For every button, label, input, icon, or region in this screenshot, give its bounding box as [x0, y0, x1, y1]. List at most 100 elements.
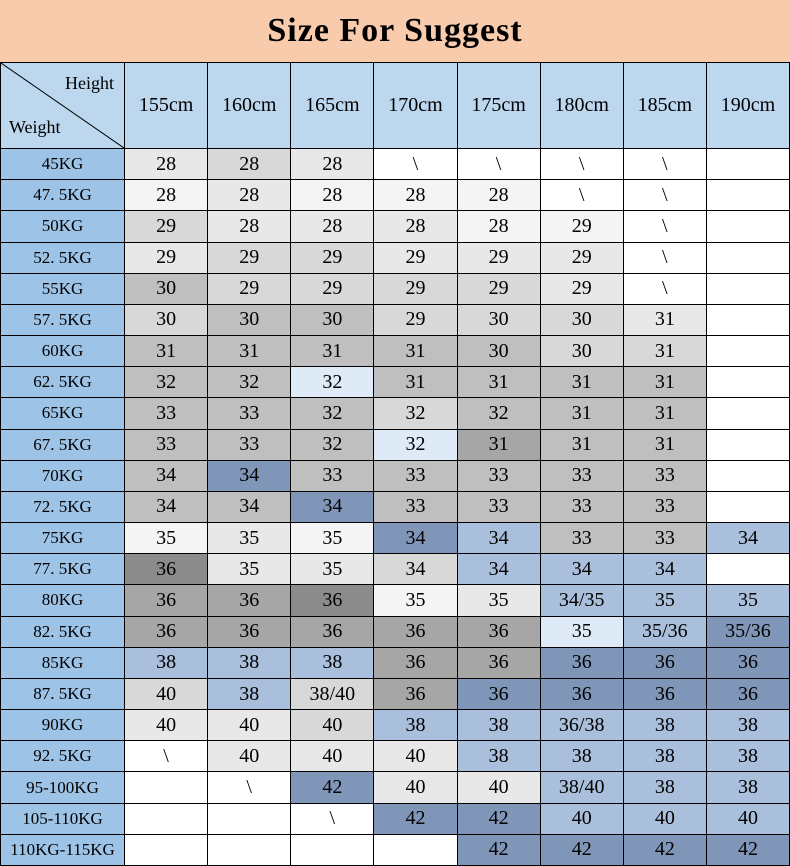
size-cell: 29	[456, 241, 541, 274]
size-cell: 34	[207, 490, 292, 524]
size-cell: 35	[622, 584, 707, 617]
size-cell: \	[622, 210, 707, 243]
size-cell: \	[622, 179, 707, 212]
size-cell: 34/35	[539, 584, 624, 617]
size-cell: 33	[456, 490, 541, 524]
weight-row-label: 110KG-115KG	[0, 833, 125, 866]
size-cell: 40	[456, 771, 541, 804]
size-table: Height Weight 155cm 160cm 165cm 170cm 175cm 1…	[0, 62, 790, 866]
table-row: 75KG 35 35 35 34 34 33 33 34	[0, 522, 790, 555]
weight-row-label: 57. 5KG	[0, 303, 125, 337]
size-cell: 29	[456, 272, 541, 305]
size-cell: 36	[622, 677, 707, 711]
size-cell	[123, 833, 209, 866]
table-row: 47. 5KG 28 28 28 28 28 \ \	[0, 179, 790, 212]
size-cell: 31	[622, 397, 707, 430]
size-cell: 29	[373, 303, 458, 337]
table-row: 77. 5KG 36 35 35 34 34 34 34	[0, 553, 790, 586]
size-cell: 35	[373, 584, 458, 617]
size-cell: 35	[539, 615, 624, 648]
size-cell: 38	[373, 709, 458, 742]
size-cell: 28	[456, 179, 541, 212]
header-row: Height Weight 155cm 160cm 165cm 170cm 175cm 1…	[0, 62, 790, 149]
size-cell	[705, 459, 790, 492]
size-cell: 33	[373, 459, 458, 492]
size-cell: 28	[290, 210, 375, 243]
size-cell: 31	[622, 428, 707, 461]
size-cell: 29	[373, 241, 458, 274]
size-cell: 36	[373, 646, 458, 679]
size-cell	[290, 833, 375, 866]
weight-row-label: 75KG	[0, 522, 125, 555]
size-cell: 35/36	[705, 615, 790, 648]
table-row: 52. 5KG 29 29 29 29 29 29 \	[0, 241, 790, 274]
size-cell: 38	[456, 709, 541, 742]
weight-row-label: 82. 5KG	[0, 615, 125, 648]
size-cell: 28	[373, 179, 458, 212]
size-cell: 38	[705, 740, 790, 773]
size-cell: 35	[456, 584, 541, 617]
size-cell: 33	[207, 397, 292, 430]
table-row: 62. 5KG 32 32 32 31 31 31 31	[0, 366, 790, 399]
size-cell: \	[622, 147, 707, 181]
size-cell: 36	[123, 584, 209, 617]
chart-title: Size For Suggest	[267, 12, 523, 49]
size-cell	[705, 428, 790, 461]
weight-row-label: 50KG	[0, 210, 125, 243]
size-cell: 31	[539, 366, 624, 399]
size-cell: 31	[123, 335, 209, 368]
size-cell: 36	[290, 615, 375, 648]
size-cell: 36	[456, 646, 541, 679]
size-cell: \	[622, 272, 707, 305]
size-cell: 42	[539, 833, 624, 866]
table-row: 65KG 33 33 32 32 32 31 31	[0, 397, 790, 430]
size-cell: 36	[539, 677, 624, 711]
size-cell: 32	[123, 366, 209, 399]
size-cell: \	[622, 241, 707, 274]
size-cell: 30	[123, 303, 209, 337]
height-column-header: 185cm	[622, 62, 707, 149]
size-cell: 29	[207, 272, 292, 305]
size-cell: 40	[207, 709, 292, 742]
size-cell: 30	[456, 303, 541, 337]
table-row: 45KG 28 28 28 \ \ \ \	[0, 147, 790, 181]
table-row: 67. 5KG 33 33 32 32 31 31 31	[0, 428, 790, 461]
corner-cell: Height Weight	[0, 62, 125, 149]
size-cell: 36	[539, 646, 624, 679]
table-row: 80KG 36 36 36 35 35 34/35 35 35	[0, 584, 790, 617]
size-cell: 34	[456, 553, 541, 586]
size-cell: 34	[290, 490, 375, 524]
size-cell: 29	[290, 272, 375, 305]
size-cell: 38	[123, 646, 209, 679]
size-cell: \	[373, 147, 458, 181]
weight-row-label: 60KG	[0, 335, 125, 368]
weight-row-label: 62. 5KG	[0, 366, 125, 399]
size-cell: 36	[622, 646, 707, 679]
size-cell: 30	[539, 303, 624, 337]
size-cell: 38	[705, 709, 790, 742]
size-cell: 31	[539, 428, 624, 461]
size-cell: 40	[123, 709, 209, 742]
size-cell: 35	[290, 522, 375, 555]
weight-row-label: 87. 5KG	[0, 677, 125, 711]
size-cell: \	[456, 147, 541, 181]
weight-row-label: 77. 5KG	[0, 553, 125, 586]
corner-diagonal-line	[1, 63, 124, 148]
size-cell: 40	[290, 740, 375, 773]
size-cell: 33	[539, 459, 624, 492]
size-cell: 32	[290, 366, 375, 399]
size-cell: 35	[207, 553, 292, 586]
height-column-header: 165cm	[290, 62, 375, 149]
size-cell: 33	[539, 490, 624, 524]
size-cell: 38	[290, 646, 375, 679]
size-cell: 30	[207, 303, 292, 337]
size-cell: 35	[705, 584, 790, 617]
size-cell: 42	[705, 833, 790, 866]
size-cell: 33	[290, 459, 375, 492]
size-cell: 34	[456, 522, 541, 555]
size-cell: \	[539, 147, 624, 181]
size-cell: 30	[123, 272, 209, 305]
table-row: 72. 5KG 34 34 34 33 33 33 33	[0, 490, 790, 524]
size-cell: 38	[207, 646, 292, 679]
